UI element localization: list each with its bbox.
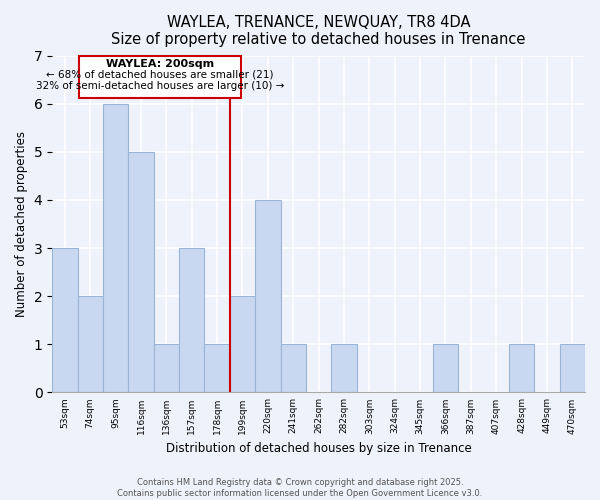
Bar [281, 344, 306, 393]
Bar [52, 248, 77, 392]
Bar [128, 152, 154, 392]
Bar [103, 104, 128, 393]
Bar [560, 344, 585, 393]
Bar [230, 296, 255, 392]
Bar [255, 200, 281, 392]
Bar [179, 248, 205, 392]
Title: WAYLEA, TRENANCE, NEWQUAY, TR8 4DA
Size of property relative to detached houses : WAYLEA, TRENANCE, NEWQUAY, TR8 4DA Size … [112, 15, 526, 48]
Bar [433, 344, 458, 393]
Text: 32% of semi-detached houses are larger (10) →: 32% of semi-detached houses are larger (… [36, 80, 284, 90]
Text: ← 68% of detached houses are smaller (21): ← 68% of detached houses are smaller (21… [46, 70, 274, 80]
Bar [205, 344, 230, 393]
Bar [154, 344, 179, 393]
Bar [77, 296, 103, 392]
Text: Contains HM Land Registry data © Crown copyright and database right 2025.
Contai: Contains HM Land Registry data © Crown c… [118, 478, 482, 498]
Y-axis label: Number of detached properties: Number of detached properties [15, 131, 28, 317]
FancyBboxPatch shape [79, 56, 241, 98]
Bar [331, 344, 356, 393]
X-axis label: Distribution of detached houses by size in Trenance: Distribution of detached houses by size … [166, 442, 472, 455]
Text: WAYLEA: 200sqm: WAYLEA: 200sqm [106, 59, 214, 69]
Bar [509, 344, 534, 393]
